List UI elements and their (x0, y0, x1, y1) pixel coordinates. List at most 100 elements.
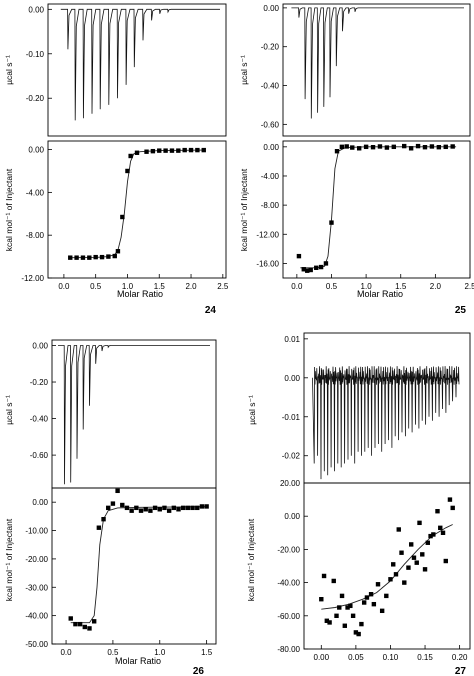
isotherm-frame (282, 140, 471, 279)
isotherm-data-point (324, 618, 330, 623)
thermogram-ytick-label: 0.00 (263, 4, 279, 13)
isotherm-ytick-label: -40.00 (277, 579, 300, 588)
isotherm-data-point (402, 580, 407, 585)
isotherm-ytick-label: 20.00 (280, 479, 301, 488)
isotherm-data-point (152, 505, 158, 511)
isotherm-data-point (440, 530, 446, 535)
isotherm-data-point (422, 144, 428, 150)
isotherm-data-point (393, 572, 399, 577)
isotherm-data-point (115, 249, 121, 254)
isotherm-data-point (435, 509, 440, 514)
isotherm-data-point (334, 149, 340, 154)
isotherm-data-point (406, 565, 411, 570)
isotherm-data-point (93, 254, 98, 260)
isotherm-data-point (327, 620, 332, 625)
thermogram-ytick-label: 0.00 (32, 341, 48, 350)
isotherm-data-point (331, 578, 336, 584)
isotherm-xtick-label: 2.5 (464, 282, 474, 291)
compound-label: 26 (193, 666, 205, 676)
isotherm-xtick-label: 0.15 (417, 653, 433, 662)
isotherm-data-point (345, 605, 350, 610)
isotherm-data-point (364, 595, 370, 600)
isotherm-data-point (143, 507, 148, 512)
isotherm-xtick-label: 0.5 (107, 648, 119, 657)
isotherm-data-point (429, 144, 435, 149)
thermogram-ytick-label: -0.60 (30, 451, 49, 460)
isotherm-data-point (350, 145, 355, 150)
isotherm-data-point (144, 149, 149, 154)
compound-label: 25 (455, 305, 467, 316)
isotherm-data-point (438, 525, 443, 531)
thermogram-trace (291, 7, 464, 119)
isotherm-xtick-label: 0.0 (58, 282, 70, 291)
isotherm-fit-line (70, 506, 207, 624)
isotherm-data-point (342, 623, 348, 628)
isotherm-data-point (87, 255, 92, 260)
isotherm-data-point (77, 621, 83, 627)
isotherm-data-point (73, 621, 78, 627)
isotherm-data-point (91, 619, 97, 624)
isotherm-xtick-label: 0.00 (314, 653, 330, 662)
isotherm-data-point (319, 597, 324, 602)
isotherm-data-point (375, 582, 381, 587)
panel-compound-25: 0.00 -0.20 -0.40 -0.60 µcal s⁻¹ 0.00 -4.00 -8.0… (239, 3, 474, 316)
thermogram-ytick-label: -0.20 (30, 378, 49, 387)
isotherm-data-point (74, 255, 79, 260)
isotherm-data-point (124, 505, 130, 511)
thermogram-ytick-label: -0.20 (26, 94, 45, 103)
isotherm-ytick-label: 0.00 (284, 512, 300, 521)
isotherm-data-point (388, 577, 393, 582)
isotherm-data-point (301, 267, 306, 272)
isotherm-data-point (87, 626, 92, 631)
isotherm-data-point (82, 624, 87, 630)
isotherm-data-point (314, 265, 319, 270)
isotherm-data-point (129, 508, 134, 513)
isotherm-ytick-label: 0.00 (263, 143, 279, 152)
isotherm-ytick-label: -20.00 (277, 545, 300, 554)
isotherm-data-point (134, 505, 139, 511)
isotherm-data-point (162, 505, 167, 511)
isotherm-xtick-label: 1.0 (154, 648, 166, 657)
isotherm-data-point (431, 532, 436, 537)
isotherm-data-point (377, 144, 383, 149)
isotherm-data-point (425, 540, 431, 545)
isotherm-data-point (308, 267, 313, 273)
isotherm-data-point (204, 504, 209, 509)
thermogram-trace (60, 8, 220, 121)
isotherm-data-point (396, 527, 401, 532)
panel-compound-24: 0.00 -0.10 -0.20 µcal s⁻¹ 0.00 -4.00 -8.00 -12.… (4, 3, 229, 316)
thermogram-ylabel: µcal s⁻¹ (4, 55, 14, 85)
isotherm-xlabel: Molar Ratio (357, 289, 403, 299)
isotherm-ytick-label: -16.00 (256, 259, 279, 268)
isotherm-ytick-label: -40.00 (25, 612, 48, 621)
compound-label: 24 (205, 305, 217, 316)
isotherm-data-point (417, 520, 422, 526)
isotherm-ytick-label: -12.00 (21, 274, 44, 283)
thermogram-frame (47, 3, 227, 137)
isotherm-xtick-label: 0.5 (90, 282, 102, 291)
isotherm-ylabel: kcal mol⁻¹ of Injectant (4, 518, 14, 601)
isotherm-data-point (176, 507, 181, 512)
isotherm-data-point (361, 600, 367, 605)
isotherm-xtick-label: 1.0 (361, 282, 373, 291)
isotherm-data-point (188, 147, 194, 153)
thermogram-ytick-label: -0.40 (30, 415, 49, 424)
isotherm-data-point (353, 630, 359, 635)
isotherm-data-point (185, 505, 191, 511)
isotherm-ytick-label: 0.00 (28, 146, 44, 155)
isotherm-ytick-label: 0.00 (32, 498, 48, 507)
isotherm-data-point (101, 517, 106, 522)
isotherm-data-point (391, 562, 396, 567)
isotherm-ytick-label: -30.00 (25, 583, 48, 592)
isotherm-data-point (68, 616, 73, 621)
thermogram-ytick-label: 0.00 (28, 5, 44, 14)
isotherm-data-point (321, 573, 327, 579)
isotherm-data-point (195, 505, 200, 511)
thermogram-ytick-label: 0.00 (284, 374, 300, 383)
isotherm-data-point (128, 153, 133, 159)
thermogram-ytick-label: -0.01 (282, 413, 301, 422)
isotherm-ytick-label: -8.00 (26, 231, 45, 240)
thermogram-ylabel: µcal s⁻¹ (239, 55, 249, 85)
isotherm-data-point (384, 145, 390, 150)
